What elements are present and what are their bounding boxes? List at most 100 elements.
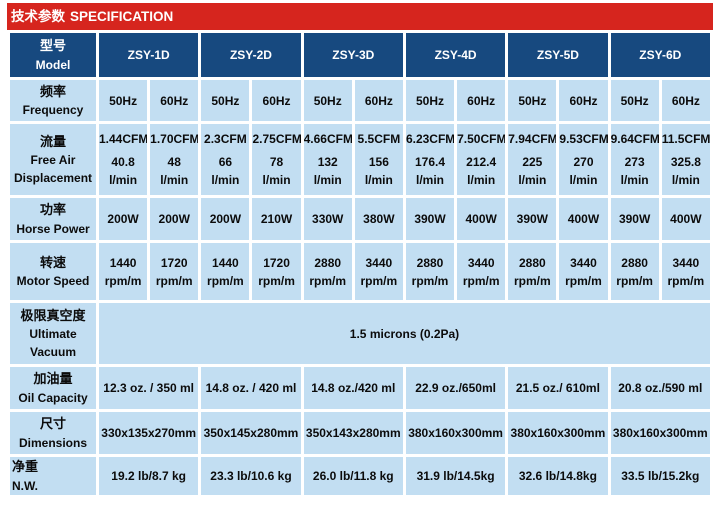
- frequency-cell: 50Hz: [201, 80, 250, 121]
- speed-value: 1720: [263, 255, 290, 270]
- flow-cell: 11.5CFM 325.8 l/min: [661, 124, 710, 195]
- row-label-dimensions: 尺寸 Dimensions: [10, 412, 96, 454]
- power-cell: 200W: [201, 198, 250, 240]
- section-title-zh: 技术参数: [11, 9, 65, 24]
- speed-cell: 2880 rpm/m: [508, 243, 557, 300]
- flow-cfm: 7.94CFM: [508, 132, 557, 146]
- row-label-flow-en1: Free Air: [30, 153, 76, 168]
- section-title-bar: 技术参数 SPECIFICATION: [7, 3, 713, 30]
- flow-unit: l/min: [620, 173, 649, 187]
- model-header: ZSY-3D: [303, 33, 403, 77]
- flow-cfm: 1.70CFM: [150, 132, 199, 146]
- flow-cell: 7.50CFM 212.4 l/min: [457, 124, 506, 195]
- power-cell: 210W: [252, 198, 301, 240]
- speed-unit: rpm/m: [258, 273, 295, 288]
- nw-cell: 33.5 lb/15.2kg: [610, 457, 710, 495]
- speed-cell: 1720 rpm/m: [252, 243, 301, 300]
- row-label-power-en: Horse Power: [16, 221, 90, 236]
- flow-cell: 5.5CFM 156 l/min: [354, 124, 403, 195]
- power-cell: 400W: [559, 198, 608, 240]
- speed-unit: rpm/m: [411, 273, 449, 288]
- speed-unit: rpm/m: [104, 273, 142, 288]
- row-label-flow: 流量 Free Air Displacement: [10, 124, 96, 195]
- dimensions-cell: 380x160x300mm: [610, 412, 710, 454]
- speed-cell: 3440 rpm/m: [661, 243, 710, 300]
- nw-cell: 32.6 lb/14.8kg: [508, 457, 608, 495]
- model-header: ZSY-6D: [610, 33, 710, 77]
- power-cell: 390W: [405, 198, 455, 240]
- model-header: ZSY-5D: [508, 33, 608, 77]
- vacuum-value-cell: 1.5 microns (0.2Pa): [99, 303, 710, 364]
- flow-unit: l/min: [467, 173, 496, 187]
- row-label-flow-zh: 流量: [39, 133, 66, 149]
- oil-cell: 14.8 oz. / 420 ml: [201, 367, 301, 409]
- flow-cfm: 9.64CFM: [610, 132, 659, 146]
- row-label-oil: 加油量 Oil Capacity: [10, 367, 96, 409]
- dimensions-cell: 330x135x270mm: [99, 412, 199, 454]
- dimensions-cell: 380x160x300mm: [508, 412, 608, 454]
- flow-lmin: 156: [368, 155, 389, 169]
- speed-unit: rpm/m: [616, 273, 653, 288]
- row-label-frequency: 频率 Frequency: [10, 80, 96, 121]
- speed-value: 1720: [160, 255, 188, 270]
- speed-unit: rpm/m: [155, 273, 193, 288]
- power-cell: 200W: [150, 198, 199, 240]
- flow-unit: l/min: [109, 173, 138, 187]
- speed-cell: 2880 rpm/m: [405, 243, 455, 300]
- dimensions-cell: 380x160x300mm: [405, 412, 506, 454]
- flow-lmin: 40.8: [111, 155, 135, 169]
- flow-cfm: 11.5CFM: [661, 132, 710, 146]
- flow-cfm: 9.53CFM: [559, 132, 608, 146]
- speed-unit: rpm/m: [360, 273, 398, 288]
- flow-unit: l/min: [211, 173, 240, 187]
- speed-unit: rpm/m: [667, 273, 705, 288]
- row-label-dimensions-zh: 尺寸: [39, 416, 66, 432]
- flow-cell: 6.23CFM 176.4 l/min: [405, 124, 455, 195]
- oil-row: 加油量 Oil Capacity 12.3 oz. / 350 ml 14.8 o…: [10, 367, 710, 409]
- flow-lmin: 270: [573, 155, 594, 169]
- flow-unit: l/min: [518, 173, 547, 187]
- flow-lmin: 273: [624, 155, 645, 169]
- speed-value: 3440: [365, 255, 393, 270]
- power-cell: 400W: [661, 198, 710, 240]
- speed-cell: 1440 rpm/m: [201, 243, 250, 300]
- flow-cfm: 2.75CFM: [252, 132, 301, 146]
- row-label-vacuum: 极限真空度 Ultimate Vacuum: [10, 303, 96, 364]
- model-header: ZSY-2D: [201, 33, 301, 77]
- speed-cell: 2880 rpm/m: [610, 243, 659, 300]
- flow-cell: 9.64CFM 273 l/min: [610, 124, 659, 195]
- row-label-vacuum-zh: 极限真空度: [20, 307, 86, 323]
- row-label-vacuum-en2: Vacuum: [29, 345, 77, 360]
- row-label-vacuum-en1: Ultimate: [29, 327, 77, 342]
- flow-cell: 7.94CFM 225 l/min: [508, 124, 557, 195]
- flow-lmin: 48: [167, 155, 181, 169]
- flow-cfm: 7.50CFM: [457, 132, 506, 146]
- oil-cell: 14.8 oz./420 ml: [303, 367, 403, 409]
- oil-cell: 12.3 oz. / 350 ml: [99, 367, 199, 409]
- frequency-cell: 60Hz: [559, 80, 608, 121]
- row-label-speed-zh: 转速: [39, 254, 66, 270]
- net-weight-row: 净重 N.W. 19.2 lb/8.7 kg 23.3 lb/10.6 kg 26…: [10, 457, 710, 495]
- flow-unit: l/min: [671, 173, 700, 187]
- speed-value: 1440: [212, 255, 239, 270]
- speed-row: 转速 Motor Speed 1440 rpm/m 1720 rpm/m 1440 rp…: [10, 243, 710, 300]
- speed-value: 2880: [621, 255, 648, 270]
- speed-cell: 3440 rpm/m: [457, 243, 506, 300]
- flow-cell: 4.66CFM 132 l/min: [303, 124, 352, 195]
- flow-lmin: 325.8: [670, 155, 701, 169]
- dimensions-cell: 350x143x280mm: [303, 412, 403, 454]
- model-header-row: 型号 Model ZSY-1D ZSY-2D ZSY-3D ZSY-4D ZSY-…: [10, 33, 710, 77]
- speed-value: 2880: [518, 255, 546, 270]
- row-label-speed: 转速 Motor Speed: [10, 243, 96, 300]
- flow-cell: 2.3CFM 66 l/min: [201, 124, 250, 195]
- section-title-en: SPECIFICATION: [70, 9, 174, 24]
- nw-cell: 23.3 lb/10.6 kg: [201, 457, 301, 495]
- row-label-nw: 净重 N.W.: [10, 457, 96, 495]
- frequency-cell: 60Hz: [354, 80, 403, 121]
- dimensions-cell: 350x145x280mm: [201, 412, 301, 454]
- row-label-speed-en: Motor Speed: [16, 274, 90, 289]
- flow-unit: l/min: [313, 173, 342, 187]
- speed-cell: 3440 rpm/m: [354, 243, 403, 300]
- flow-lmin: 176.4: [415, 155, 446, 169]
- frequency-cell: 60Hz: [252, 80, 301, 121]
